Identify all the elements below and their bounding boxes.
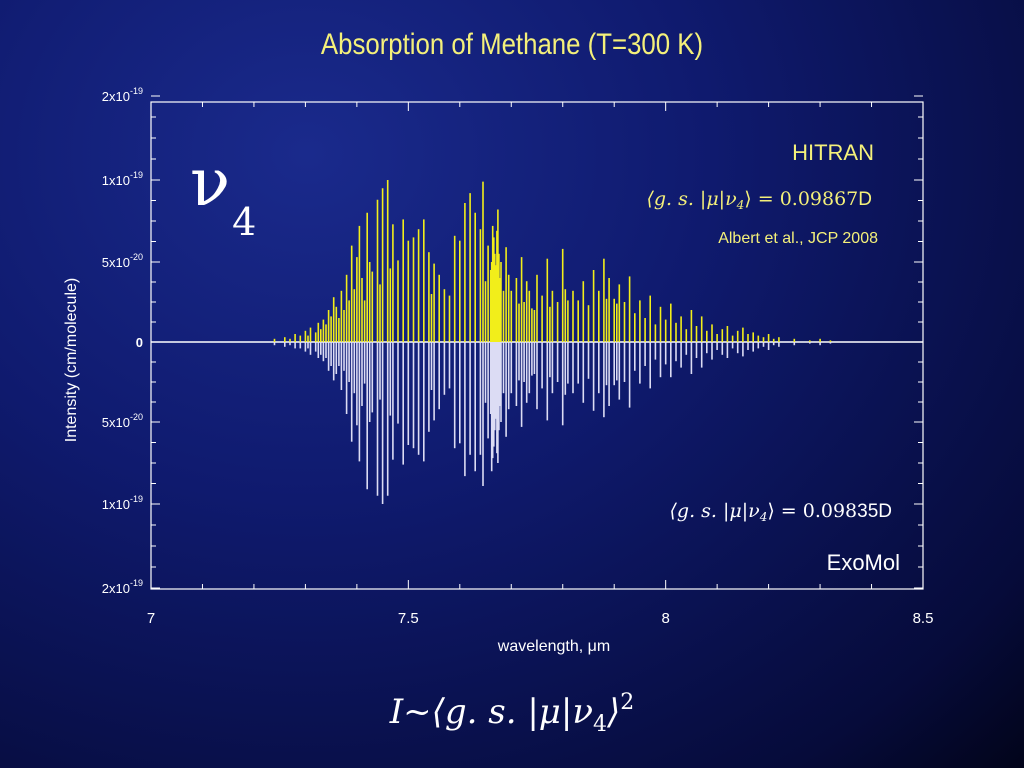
formula-bracket-open: ⟨g. s. |μ|ν	[431, 692, 594, 732]
slide-title: Absorption of Methane (T=300 K)	[320, 28, 704, 61]
y-tick-label: 0	[136, 335, 143, 350]
series-exomol	[273, 342, 832, 504]
y-tick-label: 5x10-20	[102, 412, 143, 430]
x-tick-label: 8.5	[913, 610, 934, 627]
y-tick-label: 5x10-20	[102, 252, 143, 270]
stick-layer	[273, 180, 832, 504]
x-tick-label: 8	[661, 610, 669, 627]
formula-tilde: ~	[403, 692, 432, 732]
y-tick-label: 1x10-19	[102, 170, 143, 188]
y-axis-title: Intensity (cm/molecule)	[63, 278, 80, 443]
exomol-label: ExoMol	[827, 550, 900, 575]
plot-frame	[150, 101, 924, 590]
formula-lhs: I	[389, 692, 404, 732]
y-tick-label: 2x10-19	[102, 86, 143, 104]
y-tick-label: 1x10-19	[102, 494, 143, 512]
y-tick-label: 2x10-19	[102, 578, 143, 596]
x-tick-labels: 7 7.5 8 8.5	[147, 610, 934, 627]
hitran-reference: Albert et al., JCP 2008	[718, 230, 878, 247]
x-axis-title: wavelength, μm	[497, 638, 610, 655]
formula-power: 2	[620, 690, 635, 715]
y-tick-labels: 2x10-19 1x10-19 5x10-20 0 5x10-20 1x10-19 2x10…	[102, 86, 143, 596]
formula-bracket-close: ⟩	[607, 692, 621, 732]
x-tick-label: 7	[147, 610, 155, 627]
formula-sub: 4	[593, 712, 608, 737]
intensity-formula: I~⟨g. s. |μ|ν4⟩2	[0, 690, 1024, 737]
exomol-dipole: ⟨g. s. |μ|ν4⟩ = 0.09835D	[670, 500, 893, 524]
tick-layer	[150, 95, 924, 589]
band-label: ν4	[190, 144, 256, 244]
hitran-dipole: ⟨g. s. |μ|ν4⟩ = 0.09867D	[646, 188, 872, 212]
hitran-label: HITRAN	[792, 140, 874, 165]
series-hitran	[273, 180, 832, 342]
x-tick-label: 7.5	[398, 610, 419, 627]
